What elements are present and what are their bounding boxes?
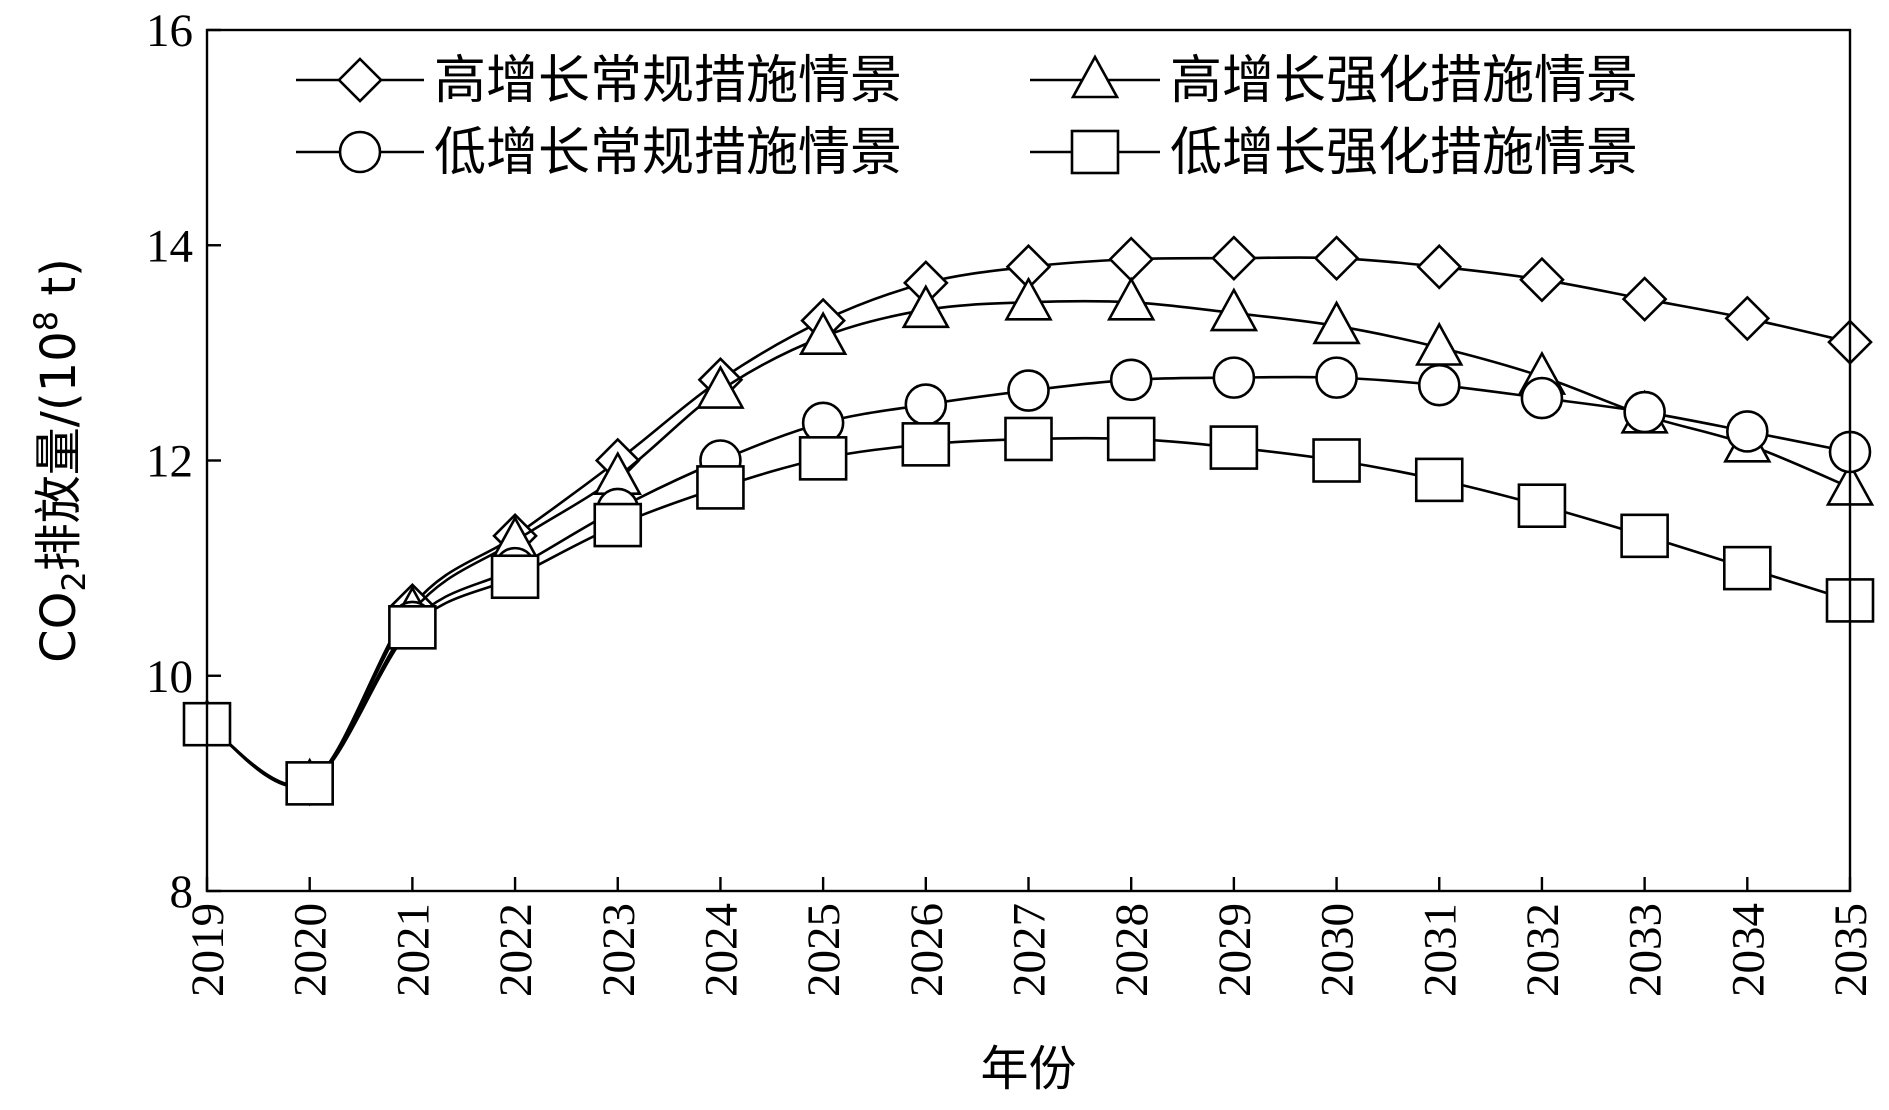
x-tick-label: 2023 [593, 903, 645, 997]
x-tick-label: 2027 [1004, 903, 1056, 997]
legend-label: 低增长强化措施情景 [1170, 123, 1638, 183]
data-point-square [490, 554, 540, 600]
x-tick-label: 2025 [798, 903, 850, 997]
y-axis-title-superscript: 8 [27, 311, 65, 331]
y-tick-label: 10 [146, 651, 193, 703]
legend-marker-triangle [1070, 54, 1120, 99]
x-tick-label: 2022 [490, 903, 542, 997]
legend-label: 低增长常规措施情景 [434, 123, 902, 183]
y-axis-title-subscript: 2 [55, 571, 93, 591]
data-point-circle [1417, 363, 1461, 407]
data-point-square [388, 605, 437, 650]
x-tick-label: 2028 [1106, 903, 1158, 997]
x-tick-label: 2034 [1722, 903, 1774, 997]
legend-item-high-growth-conventional: 高增长常规措施情景 [296, 51, 902, 111]
data-point-triangle [696, 364, 745, 409]
data-point-square [1312, 438, 1361, 483]
y-tick-label: 14 [146, 220, 193, 272]
data-point-square [1209, 425, 1259, 470]
data-point-triangle [1209, 287, 1259, 332]
data-point-diamond [1724, 295, 1771, 342]
data-point-square [1517, 483, 1567, 529]
legend-label: 高增长常规措施情景 [434, 51, 902, 111]
data-point-square [901, 422, 951, 467]
y-axis-title-middle: 排放量/(10 [31, 331, 87, 571]
data-point-square [1004, 416, 1053, 462]
x-tick-label: 2026 [901, 903, 953, 997]
legend-marker-square [1070, 129, 1120, 175]
data-point-square [1620, 513, 1669, 559]
data-point-triangle [1312, 300, 1361, 345]
data-point-circle [1726, 410, 1769, 453]
x-tick-label: 2033 [1620, 903, 1672, 997]
legend-label: 高增长强化措施情景 [1170, 51, 1638, 111]
data-point-circle [1007, 369, 1050, 412]
y-axis-title-suffix: t) [31, 258, 87, 311]
x-tick-label: 2021 [387, 903, 439, 997]
y-tick-label: 8 [170, 866, 194, 918]
x-tick-label: 2019 [182, 903, 234, 997]
data-point-circle [1212, 356, 1256, 399]
x-tick-label: 2035 [1825, 903, 1877, 997]
data-point-triangle [901, 284, 951, 329]
y-axis-title-prefix: CO [31, 592, 87, 663]
legend-marker-diamond [337, 57, 383, 103]
data-point-triangle [798, 311, 848, 356]
series-low-growth-conventional [185, 356, 1872, 805]
legend-item-low-growth-conventional: 低增长常规措施情景 [296, 123, 902, 183]
data-point-circle [1623, 390, 1666, 434]
data-point-circle [1315, 356, 1358, 399]
x-tick-label: 2032 [1517, 903, 1569, 997]
axes-group: 8 10 12 14 16 2019 2020 2021 2022 2023 2024 2025 202… [146, 5, 1877, 997]
data-point-diamond [1313, 235, 1360, 282]
data-point-circle [904, 383, 948, 426]
y-tick-label: 12 [146, 436, 193, 488]
data-point-circle [1109, 358, 1153, 402]
data-point-square [798, 436, 848, 481]
data-point-diamond [1211, 235, 1257, 282]
x-tick-label: 2031 [1414, 903, 1466, 997]
data-point-diamond [1519, 256, 1565, 303]
x-tick-label: 2024 [695, 903, 747, 997]
legend-item-low-growth-enhanced: 低增长强化措施情景 [1030, 123, 1638, 183]
x-axis-title: 年份 [980, 1041, 1076, 1097]
data-point-circle [1520, 376, 1564, 420]
data-point-square [1723, 545, 1772, 591]
x-tick-label: 2029 [1209, 903, 1261, 997]
legend-item-high-growth-enhanced: 高增长强化措施情景 [1030, 51, 1638, 111]
data-point-square [593, 502, 643, 548]
data-point-square [696, 465, 745, 510]
data-point-triangle [1004, 276, 1053, 321]
legend-marker-circle [338, 130, 382, 174]
data-point-diamond [1416, 243, 1463, 290]
data-point-diamond [1621, 276, 1668, 322]
y-tick-label: 16 [146, 5, 193, 57]
x-tick-label: 2030 [1312, 903, 1364, 997]
data-point-triangle [1106, 276, 1156, 321]
x-tick-label: 2020 [285, 903, 337, 997]
y-axis-title: CO2排放量/(108 t) [27, 258, 93, 663]
data-point-square [1106, 416, 1156, 462]
data-point-square [285, 761, 334, 806]
data-point-square [1414, 457, 1464, 503]
